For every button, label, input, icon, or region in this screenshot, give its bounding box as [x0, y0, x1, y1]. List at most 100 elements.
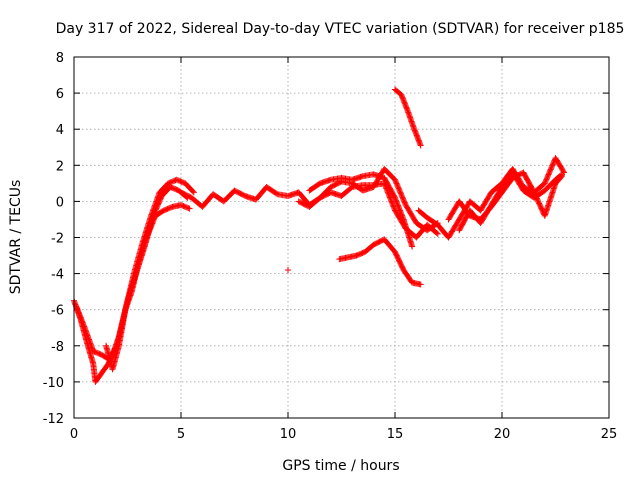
data-point — [389, 200, 396, 207]
chart-title: Day 317 of 2022, Sidereal Day-to-day VTE… — [56, 21, 625, 37]
data-point — [80, 322, 87, 329]
y-tick-label: -12 — [43, 412, 64, 427]
data-point — [558, 171, 565, 178]
data-point — [385, 191, 392, 198]
data-point — [400, 195, 407, 202]
data-point — [394, 181, 401, 188]
data-point — [151, 215, 158, 222]
data-point — [387, 197, 394, 204]
data-point — [143, 234, 150, 241]
data-point — [390, 203, 397, 210]
data-point — [395, 185, 402, 192]
data-point — [397, 208, 404, 215]
data-point — [77, 314, 84, 321]
grid — [74, 57, 609, 418]
data-point — [73, 304, 80, 311]
data-point — [542, 177, 549, 184]
data-point — [74, 306, 81, 313]
data-point — [549, 162, 556, 169]
data-point — [548, 165, 555, 172]
y-tick-label: 4 — [56, 123, 64, 138]
data-point — [150, 216, 157, 223]
y-tick-label: -2 — [51, 232, 64, 247]
data-point — [144, 233, 151, 240]
data-point — [396, 186, 403, 193]
data-point — [541, 180, 548, 187]
data-point — [389, 202, 396, 209]
data-point — [545, 172, 552, 179]
data-point — [75, 308, 82, 315]
data-point — [189, 188, 196, 195]
data-point — [147, 225, 154, 232]
data-point — [74, 305, 81, 312]
x-tick-label: 0 — [70, 427, 78, 442]
data-point — [150, 217, 157, 224]
data-point — [393, 180, 400, 187]
data-point — [397, 189, 404, 196]
data-point — [78, 315, 85, 322]
data-points — [71, 86, 568, 385]
data-point — [543, 176, 550, 183]
data-point — [394, 199, 401, 206]
data-point — [396, 188, 403, 195]
data-point — [397, 207, 404, 214]
y-tick-label: -10 — [43, 376, 64, 391]
data-point — [76, 312, 83, 319]
data-point — [190, 189, 197, 196]
data-point — [547, 167, 554, 174]
data-point — [395, 184, 402, 191]
data-point — [79, 319, 86, 326]
data-point — [77, 313, 84, 320]
data-point — [547, 166, 554, 173]
data-point — [401, 198, 408, 205]
data-point — [394, 183, 401, 190]
data-point — [398, 193, 405, 200]
data-point — [78, 317, 85, 324]
y-axis-label: SDTVAR / TECUs — [8, 180, 24, 295]
data-point — [395, 202, 402, 209]
data-point — [81, 323, 88, 330]
data-point — [417, 142, 424, 149]
data-point — [285, 266, 291, 273]
data-point — [398, 211, 405, 218]
data-point — [392, 194, 398, 201]
data-point — [393, 197, 400, 204]
data-point — [433, 229, 440, 236]
data-point — [388, 198, 395, 205]
data-point — [548, 163, 555, 170]
data-point — [76, 310, 83, 317]
data-point — [549, 161, 556, 168]
data-point — [557, 172, 564, 179]
data-point — [387, 195, 394, 202]
data-point — [390, 204, 397, 211]
data-point — [393, 179, 400, 186]
data-point — [544, 174, 551, 181]
data-point — [147, 224, 154, 231]
x-tick-label: 15 — [387, 427, 404, 442]
data-point — [80, 320, 87, 327]
data-point — [394, 201, 401, 208]
data-point — [434, 230, 441, 237]
data-point — [392, 176, 398, 183]
x-tick-label: 10 — [280, 427, 297, 442]
data-point — [145, 230, 152, 237]
data-point — [146, 226, 153, 233]
data-point — [399, 194, 406, 201]
data-point — [400, 215, 407, 222]
y-tick-label: -6 — [51, 304, 64, 319]
data-point — [399, 213, 406, 220]
data-point — [401, 199, 408, 206]
data-point — [397, 190, 404, 197]
axis-ticks: 0 5 10 15 20 25 -12 -10 -8 -6 -4 -2 0 2 4 6 8 — [43, 51, 618, 442]
x-tick-label: 20 — [494, 427, 511, 442]
data-point — [186, 205, 193, 212]
data-point — [385, 190, 392, 197]
data-point — [144, 231, 151, 238]
data-point — [399, 212, 406, 219]
data-point — [75, 309, 82, 316]
y-tick-label: 8 — [56, 51, 64, 66]
data-point — [149, 219, 156, 226]
data-point — [400, 196, 407, 203]
y-tick-label: 6 — [56, 87, 64, 102]
